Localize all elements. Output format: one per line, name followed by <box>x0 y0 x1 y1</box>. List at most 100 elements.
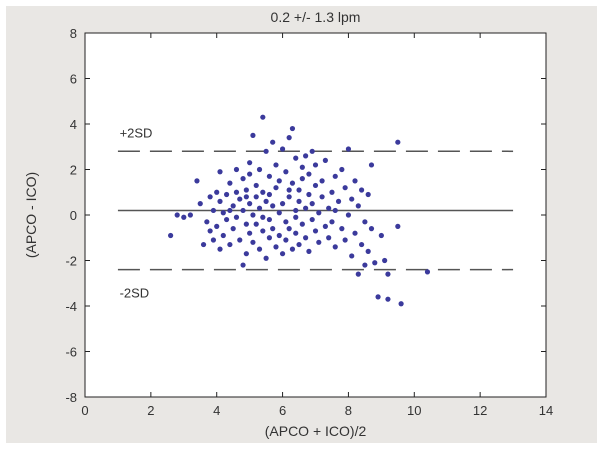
data-point <box>276 210 282 216</box>
data-point <box>174 212 180 218</box>
data-point <box>214 223 220 229</box>
data-point <box>250 132 256 138</box>
data-point <box>332 173 338 179</box>
data-point <box>263 198 269 204</box>
data-point <box>220 232 226 239</box>
data-point <box>273 185 279 191</box>
data-point <box>217 246 223 252</box>
data-point <box>339 226 345 232</box>
data-point <box>279 201 286 207</box>
data-point <box>306 171 312 177</box>
data-point <box>322 157 328 163</box>
data-point <box>247 160 253 166</box>
data-point <box>227 180 233 186</box>
data-point <box>230 226 236 232</box>
data-point <box>319 178 325 184</box>
data-point <box>286 226 292 232</box>
y-tick-label: 2 <box>70 163 77 178</box>
data-point <box>345 146 352 152</box>
data-point <box>243 251 249 257</box>
data-point <box>289 125 296 132</box>
x-tick-label: 10 <box>407 403 421 418</box>
data-point <box>355 203 361 209</box>
data-point <box>293 214 299 220</box>
data-point <box>326 205 332 211</box>
data-point <box>316 210 322 216</box>
data-point <box>306 191 312 198</box>
data-point <box>200 241 207 248</box>
data-point <box>214 189 220 195</box>
data-point <box>345 212 352 218</box>
data-point <box>263 148 269 154</box>
data-point <box>378 232 384 239</box>
chart-title: 0.2 +/- 1.3 lpm <box>271 9 361 25</box>
data-point <box>187 212 193 218</box>
data-point <box>372 260 378 266</box>
y-axis-label: (APCO - ICO) <box>23 172 39 258</box>
data-point <box>266 191 272 198</box>
data-point <box>243 221 249 227</box>
data-point <box>382 257 388 264</box>
data-point <box>365 248 371 254</box>
data-point <box>279 146 286 152</box>
data-point <box>250 212 256 218</box>
x-tick-label: 0 <box>81 403 88 418</box>
data-point <box>237 237 243 243</box>
data-point <box>253 221 259 227</box>
data-point <box>293 207 299 214</box>
y-tick-label: 8 <box>70 26 77 41</box>
data-point <box>293 155 299 161</box>
data-point <box>233 214 240 220</box>
data-points <box>168 114 431 307</box>
data-point <box>207 194 213 200</box>
data-point <box>352 178 358 184</box>
data-point <box>230 203 236 209</box>
x-tick-label: 2 <box>147 403 154 418</box>
data-point <box>237 196 243 202</box>
data-point <box>349 253 355 259</box>
y-tick-label: 6 <box>70 72 77 87</box>
data-point <box>289 246 296 252</box>
data-point <box>279 251 286 257</box>
data-point <box>342 237 348 243</box>
data-point <box>312 228 319 234</box>
data-point <box>395 139 401 145</box>
data-point <box>299 176 305 182</box>
data-point <box>266 216 272 223</box>
data-point <box>359 187 365 193</box>
data-point <box>293 230 299 236</box>
data-point <box>286 135 292 141</box>
data-point <box>270 226 276 232</box>
data-point <box>260 214 266 220</box>
data-point <box>329 219 335 225</box>
data-point <box>260 189 266 195</box>
data-point <box>335 198 342 204</box>
data-point <box>194 178 200 184</box>
data-point <box>210 207 217 214</box>
data-point <box>303 235 309 241</box>
figure: 0.2 +/- 1.3 lpm 0 2 4 6 8 10 12 14 -8 -6 -4 -2 0 2 4 6 8… <box>6 6 597 443</box>
y-tick-label: -8 <box>65 390 77 405</box>
data-point <box>355 271 361 277</box>
data-point <box>217 198 223 204</box>
data-point <box>223 191 230 198</box>
data-point <box>247 201 253 207</box>
data-point <box>349 196 355 202</box>
data-point <box>168 232 174 239</box>
x-tick-label: 8 <box>345 403 352 418</box>
data-point <box>283 219 289 225</box>
data-point <box>233 189 240 195</box>
y-tick-label: -2 <box>65 254 77 269</box>
data-point <box>266 173 272 179</box>
data-point <box>303 205 309 211</box>
data-point <box>227 241 233 248</box>
data-point <box>283 237 289 243</box>
data-point <box>326 235 332 241</box>
data-point <box>362 262 368 268</box>
data-point <box>424 269 431 275</box>
data-point <box>270 139 276 145</box>
data-point <box>286 194 292 200</box>
data-point <box>240 176 246 182</box>
data-point <box>207 228 213 234</box>
data-point <box>256 246 263 252</box>
